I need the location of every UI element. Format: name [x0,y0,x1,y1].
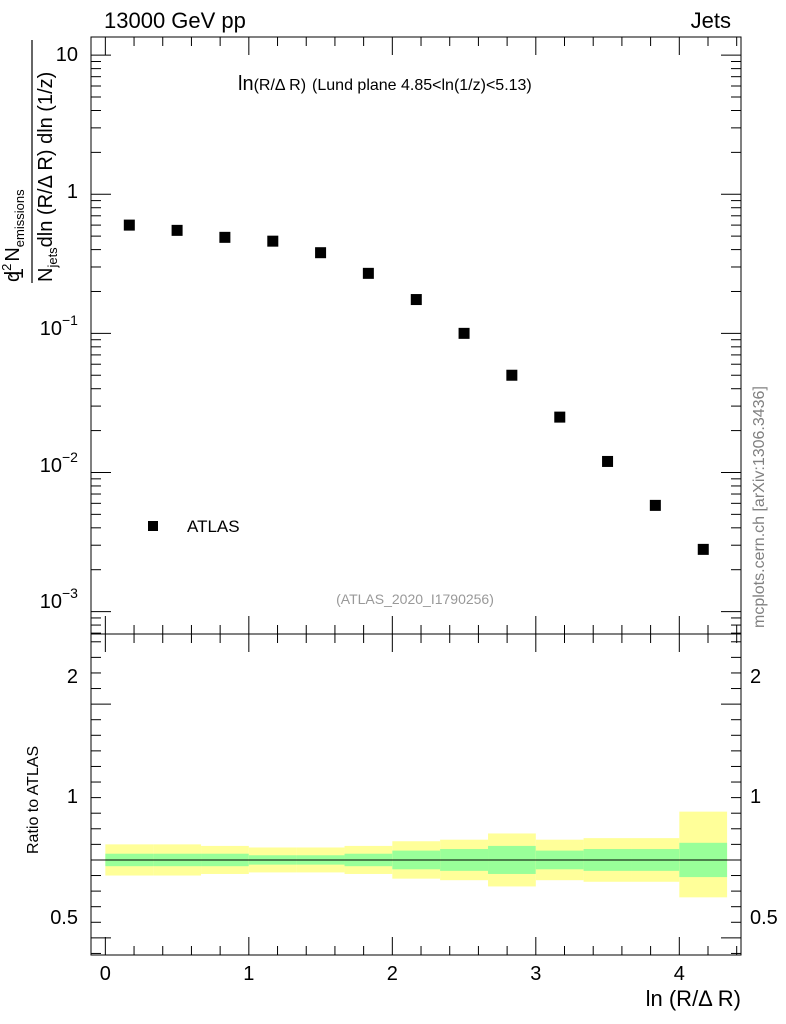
ratio-panel: 2 1 0.5 2 1 0.5 Ratio to ATLAS 0 1 2 3 4 ln … [25,633,778,1011]
legend-marker [148,521,158,531]
analysis-id: (ATLAS_2020_I1790256) [336,591,494,607]
legend-label: ATLAS [187,517,240,536]
data-point [219,231,231,243]
ratio-tick-right-1: 1 [750,786,761,808]
ratio-tick-right-05: 0.5 [750,907,778,929]
y-label-one: 1 [6,268,28,279]
y-tick-exp-1e-2: −2 [62,449,78,465]
header-energy: 13000 GeV pp [104,8,246,33]
ratio-tick-left-1: 1 [67,786,78,808]
y-label-num-sup: 2 [0,264,14,271]
data-point [267,235,279,247]
data-point [506,369,518,381]
ratio-tick-left-2: 2 [67,666,78,688]
y-label-denominator: Njetsdln (R/Δ R) dln (1/z) [35,72,60,282]
y-tick-label-1e-1: 10 [40,318,62,340]
ratio-tick-left-05: 0.5 [50,907,78,929]
upper-panel: 10 1 10 −1 10 −2 10 −3 ln(R/Δ R) (Lund pl… [0,36,742,635]
plot-title-rest: (Lund plane 4.85<ln(1/z)<5.13) [312,77,532,94]
y-tick-exp-1e-3: −3 [62,585,78,601]
header-process: Jets [691,8,731,33]
data-point [362,267,374,279]
x-axis-label: ln (R/Δ R) [646,986,741,1011]
y-label-den-n: N [35,268,57,282]
y-tick-label-10: 10 [56,44,78,66]
upper-frame [90,36,742,635]
data-point [315,247,327,259]
y-tick-label-1e-3: 10 [40,591,62,613]
data-point [697,543,709,555]
side-credit: mcplots.cern.ch [arXiv:1306.3436] [751,386,768,628]
x-tick-label: 4 [674,963,685,985]
y-label-num-sub: emissions [12,189,27,247]
data-point [602,455,614,467]
data-point [123,219,135,231]
data-point [554,411,566,423]
ratio-y-label: Ratio to ATLAS [25,746,42,854]
lower-frame [90,633,742,956]
y-tick-label-1e-2: 10 [40,455,62,477]
plot-title-sub: (R/Δ R) [254,77,306,94]
y-label-den-sub: jets [45,247,60,269]
y-label-num-n: N [2,247,24,261]
x-tick-label: 0 [100,963,111,985]
x-tick-label: 3 [530,963,541,985]
x-tick-label: 1 [243,963,254,985]
y-label-numerator: d2 Nemissions [0,189,27,282]
y-tick-exp-1e-1: −1 [62,312,78,328]
y-axis-label: 1 d2 Nemissions Njetsdln (R/Δ R) dln (1/z… [0,40,60,283]
data-point [458,327,470,339]
ratio-tick-right-2: 2 [750,666,761,688]
data-point [649,499,661,511]
data-point [171,224,183,236]
x-tick-labels: 0 1 2 3 4 [100,963,685,985]
x-tick-label: 2 [387,963,398,985]
upper-axis-ticks [91,37,741,634]
lower-axis-ticks [91,634,741,955]
y-tick-label-1: 1 [67,181,78,203]
plot-title-main: ln [238,73,254,95]
plot-title: ln(R/Δ R) (Lund plane 4.85<ln(1/z)<5.13) [238,73,532,95]
y-label-den-rest: dln (R/Δ R) dln (1/z) [35,72,57,248]
ratio-bands [105,811,728,898]
data-point [410,294,422,306]
data-markers [123,219,709,555]
y-label-num-d: d [2,271,24,282]
